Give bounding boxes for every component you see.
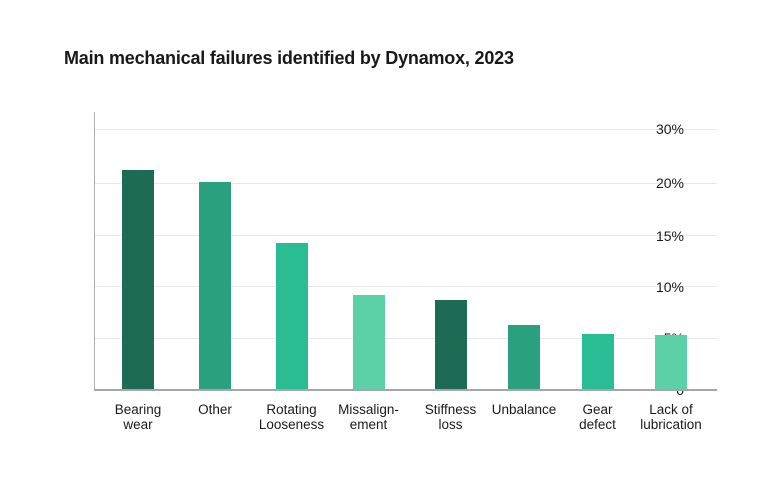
x-label-gear-defect: Gear defect	[550, 402, 646, 432]
x-label-line: Gear	[582, 402, 613, 417]
x-label-line: Other	[198, 402, 232, 417]
y-tick-label-10pct: 10%	[655, 278, 684, 295]
x-label-unbalance: Unbalance	[476, 402, 572, 417]
x-label-line: Unbalance	[491, 402, 557, 417]
bar-other	[199, 182, 231, 390]
bar-lack-of-lubrication	[655, 334, 687, 390]
x-label-line: Rotating	[266, 402, 317, 417]
bar-stiffness-loss	[434, 299, 467, 390]
x-label-line: Lack of	[649, 402, 693, 417]
bar-bearing-wear	[122, 170, 154, 390]
x-label-stiffness-loss: Stiffness loss	[403, 402, 499, 432]
x-axis-line	[94, 389, 717, 391]
gridline-10pct	[94, 286, 717, 287]
bar-unbalance	[508, 324, 540, 390]
x-label-line: ement	[349, 417, 388, 432]
y-axis-line	[94, 112, 95, 391]
y-tick-label-30pct: 30%	[655, 121, 684, 137]
gridline-15pct	[94, 235, 717, 236]
x-label-other: Other	[167, 402, 263, 417]
x-label-line: Missalign-	[338, 402, 399, 417]
y-tick-label-15pct: 15%	[655, 227, 684, 244]
x-label-line: lubrication	[640, 417, 702, 432]
bar-missalign-ement	[352, 294, 385, 390]
gridline-20pct	[94, 182, 717, 184]
x-label-line: Looseness	[258, 417, 325, 432]
bar-gear-defect	[581, 333, 614, 390]
bar-rotating-looseness	[275, 243, 308, 390]
x-label-line: wear	[123, 417, 153, 432]
x-label-line: Stiffness	[424, 402, 477, 417]
chart-title: Main mechanical failures identified by D…	[64, 48, 514, 68]
gridline-5pct	[94, 337, 717, 339]
x-label-missalign-ement: Missalign-ement	[321, 402, 417, 432]
x-label-bearing-wear: Bearing wear	[90, 402, 186, 432]
x-label-line: Bearing	[114, 402, 162, 417]
gridline-30pct	[94, 128, 717, 130]
x-label-line: loss	[438, 417, 463, 432]
x-label-rotating-looseness: Rotating Looseness	[244, 402, 340, 432]
y-tick-label-20pct: 20%	[655, 175, 684, 191]
x-label-line: defect	[579, 417, 616, 432]
x-label-lack-of-lubrication: Lack of lubrication	[623, 402, 719, 432]
